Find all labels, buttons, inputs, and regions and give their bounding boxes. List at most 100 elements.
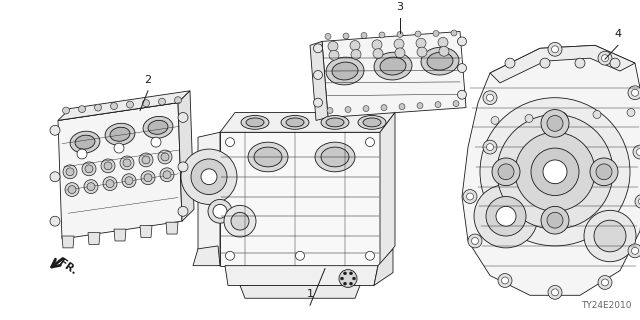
Circle shape	[351, 50, 361, 60]
Ellipse shape	[326, 118, 344, 127]
Circle shape	[328, 41, 338, 51]
Circle shape	[349, 282, 353, 285]
Circle shape	[144, 174, 152, 182]
Circle shape	[120, 156, 134, 170]
Circle shape	[151, 137, 161, 147]
Circle shape	[552, 289, 559, 296]
Circle shape	[486, 196, 526, 236]
Circle shape	[50, 125, 60, 135]
Circle shape	[101, 159, 115, 173]
Circle shape	[596, 164, 612, 180]
Circle shape	[327, 108, 333, 114]
Polygon shape	[58, 103, 182, 239]
Circle shape	[590, 158, 618, 186]
Ellipse shape	[254, 147, 282, 167]
Polygon shape	[240, 285, 360, 298]
Circle shape	[637, 148, 640, 156]
Ellipse shape	[374, 52, 412, 80]
Circle shape	[472, 237, 479, 244]
Circle shape	[79, 106, 86, 113]
Circle shape	[483, 140, 497, 154]
Circle shape	[593, 110, 601, 118]
Polygon shape	[374, 249, 393, 285]
Circle shape	[65, 183, 79, 196]
Circle shape	[329, 50, 339, 60]
Circle shape	[125, 177, 133, 185]
Ellipse shape	[70, 131, 100, 153]
Polygon shape	[462, 45, 640, 295]
Circle shape	[208, 199, 232, 223]
Polygon shape	[220, 132, 380, 266]
Polygon shape	[140, 226, 152, 237]
Circle shape	[552, 46, 559, 53]
Text: 2: 2	[145, 75, 152, 85]
Circle shape	[559, 113, 567, 120]
Circle shape	[547, 212, 563, 228]
Circle shape	[175, 97, 182, 104]
Circle shape	[122, 174, 136, 188]
Circle shape	[541, 206, 569, 234]
Circle shape	[84, 180, 98, 194]
Circle shape	[344, 282, 346, 285]
Circle shape	[515, 132, 595, 211]
Circle shape	[531, 148, 579, 196]
Circle shape	[480, 98, 630, 246]
Circle shape	[541, 109, 569, 137]
Polygon shape	[380, 113, 395, 266]
Circle shape	[602, 279, 609, 286]
Circle shape	[439, 46, 449, 56]
Circle shape	[68, 186, 76, 194]
Ellipse shape	[148, 120, 168, 134]
Circle shape	[540, 58, 550, 68]
Circle shape	[415, 31, 421, 37]
Circle shape	[314, 70, 323, 79]
Circle shape	[213, 204, 227, 218]
Circle shape	[458, 64, 467, 73]
Circle shape	[142, 156, 150, 164]
Ellipse shape	[286, 118, 304, 127]
Ellipse shape	[363, 118, 381, 127]
Ellipse shape	[246, 118, 264, 127]
Circle shape	[340, 277, 344, 280]
Circle shape	[584, 210, 636, 262]
Circle shape	[141, 171, 155, 185]
Circle shape	[314, 98, 323, 107]
Circle shape	[82, 162, 96, 176]
Circle shape	[491, 116, 499, 124]
Circle shape	[394, 39, 404, 49]
Ellipse shape	[110, 127, 130, 141]
Circle shape	[77, 149, 87, 159]
Circle shape	[594, 220, 626, 252]
Ellipse shape	[326, 57, 364, 85]
Circle shape	[602, 55, 609, 62]
Circle shape	[399, 104, 405, 109]
Circle shape	[373, 49, 383, 59]
Ellipse shape	[321, 147, 349, 167]
Circle shape	[474, 185, 538, 248]
Circle shape	[395, 48, 405, 58]
Circle shape	[433, 30, 439, 36]
Circle shape	[50, 172, 60, 182]
Ellipse shape	[358, 116, 386, 129]
Circle shape	[372, 40, 382, 50]
Circle shape	[632, 89, 639, 96]
Circle shape	[350, 41, 360, 51]
Polygon shape	[114, 229, 126, 241]
Polygon shape	[322, 31, 466, 117]
Circle shape	[628, 244, 640, 258]
Circle shape	[492, 158, 520, 186]
Ellipse shape	[281, 116, 309, 129]
Circle shape	[416, 38, 426, 48]
Circle shape	[453, 101, 459, 107]
Polygon shape	[225, 266, 378, 285]
Circle shape	[178, 162, 188, 172]
Text: TY24E2010: TY24E2010	[582, 301, 632, 310]
Circle shape	[314, 44, 323, 53]
Ellipse shape	[421, 47, 459, 75]
Circle shape	[458, 90, 467, 99]
Circle shape	[627, 108, 635, 116]
Circle shape	[498, 164, 514, 180]
Circle shape	[103, 177, 117, 191]
Circle shape	[365, 251, 374, 260]
Ellipse shape	[75, 135, 95, 149]
